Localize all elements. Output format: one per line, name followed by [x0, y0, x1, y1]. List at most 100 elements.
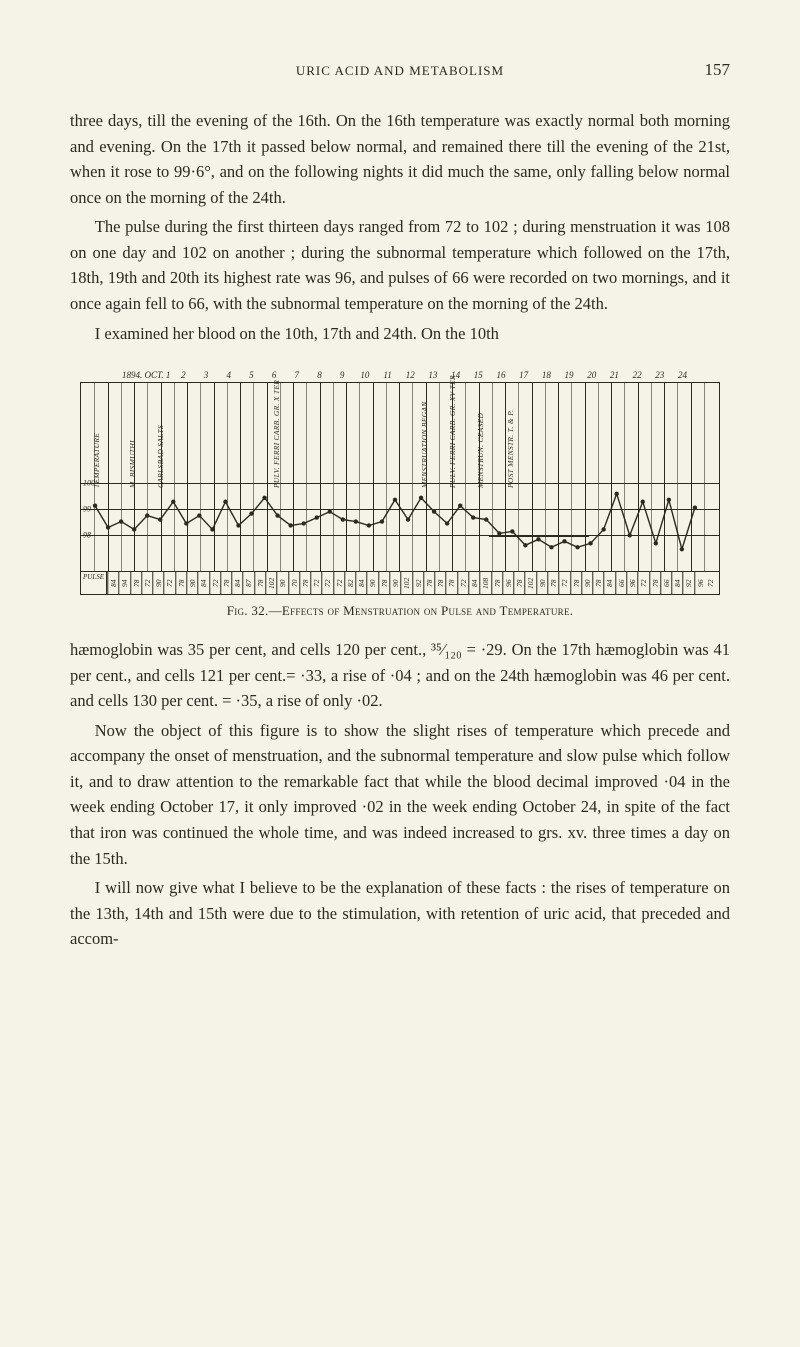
grid-vertical [174, 383, 175, 571]
grid-vertical [386, 383, 387, 571]
chart-day-label: 24 [671, 370, 694, 380]
annotation-label: PULV. FERRI CARB. GR. XV TER [448, 375, 457, 488]
pulse-cell: 90 [276, 572, 287, 594]
pulse-cell: 72 [457, 572, 468, 594]
pulse-cell: 78 [445, 572, 456, 594]
grid-vertical [571, 383, 572, 571]
paragraph-1: three days, till the evening of the 16th… [70, 108, 730, 210]
pulse-cell: 84 [231, 572, 242, 594]
grid-vertical [320, 383, 321, 571]
pulse-cell: 102 [265, 572, 276, 594]
bold-segment [489, 535, 589, 537]
annotation-label: M. BISMUTHI [128, 440, 137, 488]
page-header: URIC ACID AND METABOLISM 157 [70, 60, 730, 80]
grid-vertical [611, 383, 612, 571]
pulse-cell: 72 [705, 572, 716, 594]
grid-vertical [200, 383, 201, 571]
chart-day-label: 2 [172, 370, 195, 380]
annotation-label: CARLSBAD SALTS [156, 425, 165, 488]
grid-vertical [492, 383, 493, 571]
pulse-cell: 72 [310, 572, 321, 594]
grid-vertical [306, 383, 307, 571]
chart-date-row: 1894. OCT. 1 234567891011121314151617181… [80, 370, 720, 380]
grid-vertical [108, 383, 109, 571]
pulse-cell: 84 [197, 572, 208, 594]
pulse-cell: 72 [321, 572, 332, 594]
pulse-cell: 72 [141, 572, 152, 594]
pulse-cell: 72 [333, 572, 344, 594]
grid-vertical [638, 383, 639, 571]
chart-day-label: 22 [626, 370, 649, 380]
running-head: URIC ACID AND METABOLISM [110, 63, 690, 79]
paragraph-6: I will now give what I believe to be the… [70, 875, 730, 952]
pulse-cell: 84 [671, 572, 682, 594]
pulse-cell: 78 [175, 572, 186, 594]
grid-horizontal [81, 535, 719, 536]
grid-vertical [624, 383, 625, 571]
pulse-cell: 78 [220, 572, 231, 594]
annotation-label: TEMPERATURE [92, 433, 101, 488]
chart-day-label: 13 [422, 370, 445, 380]
pulse-cell: 78 [299, 572, 310, 594]
pulse-cell: 66 [615, 572, 626, 594]
pulse-cell: 84 [107, 572, 118, 594]
figure-32: 1894. OCT. 1 234567891011121314151617181… [80, 370, 720, 619]
grid-vertical [598, 383, 599, 571]
grid-vertical [664, 383, 665, 571]
pulse-cell: 84 [355, 572, 366, 594]
grid-vertical [227, 383, 228, 571]
pulse-cell: 78 [130, 572, 141, 594]
grid-vertical [518, 383, 519, 571]
grid-horizontal [81, 483, 719, 484]
pulse-cell: 96 [694, 572, 705, 594]
pulse-cell: 90 [581, 572, 592, 594]
grid-vertical [267, 383, 268, 571]
pulse-cell: 108 [479, 572, 490, 594]
grid-vertical [412, 383, 413, 571]
annotation-label: MENSTRUN. CEASED [476, 413, 485, 488]
chart-day-label: 6 [263, 370, 286, 380]
pulse-cell: 78 [547, 572, 558, 594]
figure-caption: Fig. 32.—Effects of Menstruation on Puls… [80, 603, 720, 619]
grid-vertical [399, 383, 400, 571]
pulse-cell: 72 [637, 572, 648, 594]
pulse-cell: 72 [209, 572, 220, 594]
pulse-cell: 78 [423, 572, 434, 594]
grid-vertical [532, 383, 533, 571]
pulse-cell: 78 [570, 572, 581, 594]
grid-vertical [240, 383, 241, 571]
pulse-cell: 96 [626, 572, 637, 594]
pulse-cell: 78 [592, 572, 603, 594]
pulse-cell: 90 [186, 572, 197, 594]
paragraph-5: Now the object of this figure is to show… [70, 718, 730, 871]
chart-day-label: 18 [535, 370, 558, 380]
chart-day-label: 4 [217, 370, 240, 380]
grid-vertical [585, 383, 586, 571]
chart-day-label: 5 [240, 370, 263, 380]
page-number: 157 [690, 60, 730, 80]
paragraph-4: hæmoglobin was 35 per cent, and cells 12… [70, 637, 730, 714]
pulse-cell: 90 [366, 572, 377, 594]
y-axis-label: 99 [83, 505, 91, 514]
pulse-cell: 96 [502, 572, 513, 594]
grid-vertical [359, 383, 360, 571]
annotation-label: MENSTRUATION BEGAN [420, 401, 429, 488]
body-text-upper: three days, till the evening of the 16th… [70, 108, 730, 346]
pulse-cell: 102 [400, 572, 411, 594]
pulse-cell: 72 [163, 572, 174, 594]
chart-day-label: 11 [376, 370, 399, 380]
grid-vertical [121, 383, 122, 571]
chart-day-label: 19 [558, 370, 581, 380]
pulse-cell: 78 [254, 572, 265, 594]
chart-day-label: 20 [580, 370, 603, 380]
pulse-cell: 90 [389, 572, 400, 594]
pulse-cell: 102 [524, 572, 535, 594]
grid-vertical [373, 383, 374, 571]
grid-vertical [651, 383, 652, 571]
chart-box: 1009998TEMPERATUREM. BISMUTHICARLSBAD SA… [80, 382, 720, 572]
paragraph-3: I examined her blood on the 10th, 17th a… [70, 321, 730, 347]
pulse-cell: 78 [434, 572, 445, 594]
grid-vertical [187, 383, 188, 571]
grid-vertical [253, 383, 254, 571]
grid-vertical [293, 383, 294, 571]
